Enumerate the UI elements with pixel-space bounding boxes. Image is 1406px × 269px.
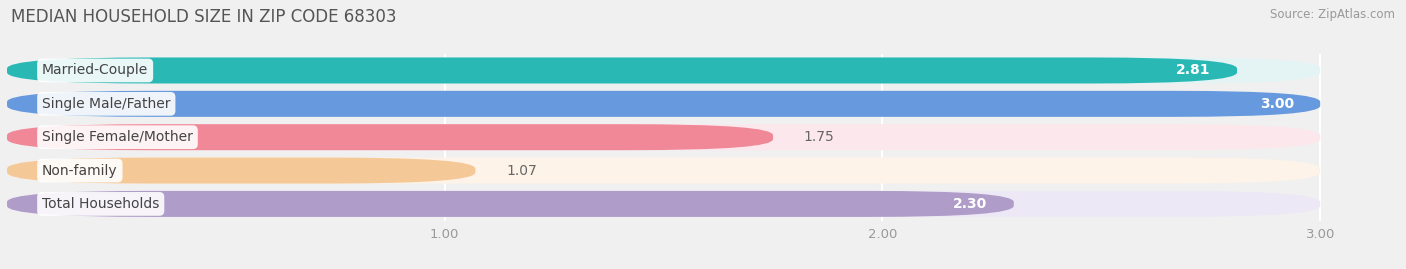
FancyBboxPatch shape (7, 124, 773, 150)
Text: Total Households: Total Households (42, 197, 159, 211)
Text: Source: ZipAtlas.com: Source: ZipAtlas.com (1270, 8, 1395, 21)
Text: 1.07: 1.07 (506, 164, 537, 178)
FancyBboxPatch shape (7, 91, 1320, 117)
Text: 2.81: 2.81 (1177, 63, 1211, 77)
FancyBboxPatch shape (7, 124, 1320, 150)
Text: Single Female/Mother: Single Female/Mother (42, 130, 193, 144)
Text: Single Male/Father: Single Male/Father (42, 97, 170, 111)
FancyBboxPatch shape (7, 158, 475, 183)
Text: 2.30: 2.30 (953, 197, 987, 211)
FancyBboxPatch shape (7, 191, 1014, 217)
Text: 3.00: 3.00 (1260, 97, 1294, 111)
FancyBboxPatch shape (7, 91, 1320, 117)
FancyBboxPatch shape (7, 158, 1320, 183)
FancyBboxPatch shape (7, 191, 1320, 217)
Text: Non-family: Non-family (42, 164, 118, 178)
Text: MEDIAN HOUSEHOLD SIZE IN ZIP CODE 68303: MEDIAN HOUSEHOLD SIZE IN ZIP CODE 68303 (11, 8, 396, 26)
Text: Married-Couple: Married-Couple (42, 63, 148, 77)
Text: 1.75: 1.75 (804, 130, 834, 144)
FancyBboxPatch shape (7, 58, 1237, 83)
FancyBboxPatch shape (7, 58, 1320, 83)
